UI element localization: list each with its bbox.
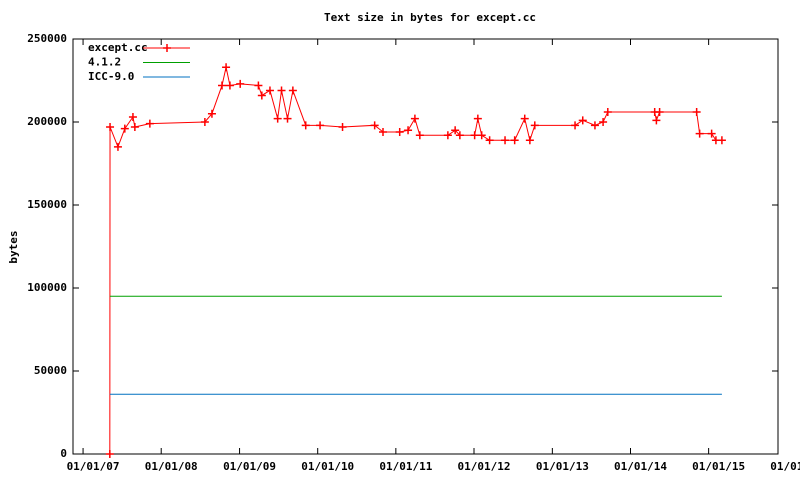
x-tick-label: 01/01/15 <box>692 460 745 473</box>
x-tick-label: 01/01/07 <box>67 460 120 473</box>
point-marker <box>525 136 534 145</box>
point-marker <box>128 113 137 122</box>
x-tick-label: 01/01/13 <box>536 460 589 473</box>
point-marker <box>717 136 726 145</box>
point-marker <box>395 127 404 136</box>
point-marker <box>257 91 266 100</box>
legend-marker <box>163 44 171 52</box>
point-marker <box>145 119 154 128</box>
x-tick-label: 01/01/11 <box>379 460 432 473</box>
point-marker <box>707 129 716 138</box>
point-marker <box>236 79 245 88</box>
point-marker <box>485 136 494 145</box>
x-tick-label: 01/01/08 <box>145 460 198 473</box>
point-marker <box>455 131 464 140</box>
point-marker <box>222 63 231 72</box>
point-marker <box>130 122 139 131</box>
point-marker <box>578 116 587 125</box>
point-marker <box>692 108 701 117</box>
point-marker <box>695 129 704 138</box>
point-marker <box>410 114 419 123</box>
point-marker <box>277 86 286 95</box>
point-marker <box>477 131 486 140</box>
point-marker <box>571 121 580 130</box>
point-marker <box>603 108 612 117</box>
point-marker <box>301 121 310 130</box>
point-marker <box>106 122 115 131</box>
series-line <box>109 67 722 455</box>
y-axis-label: bytes <box>7 230 20 263</box>
point-marker <box>443 131 452 140</box>
point-marker <box>316 121 325 130</box>
point-marker <box>520 114 529 123</box>
point-marker <box>655 108 664 117</box>
point-marker <box>404 126 413 135</box>
point-marker <box>200 118 209 126</box>
x-tick-label: 01/01/14 <box>614 460 667 473</box>
point-marker <box>273 114 282 123</box>
chart-title: Text size in bytes for except.cc <box>324 11 536 24</box>
point-marker <box>283 114 292 123</box>
point-marker <box>501 136 510 145</box>
point-marker <box>338 122 347 131</box>
y-tick-label: 0 <box>60 447 67 460</box>
point-marker <box>652 116 661 125</box>
x-tick-label: 01/01/16 <box>770 460 800 473</box>
point-marker <box>120 124 129 133</box>
legend-label: 4.1.2 <box>88 56 121 69</box>
point-marker <box>207 109 216 118</box>
point-marker <box>599 118 608 126</box>
point-marker <box>379 127 388 136</box>
y-tick-label: 200000 <box>27 115 67 128</box>
point-marker <box>254 81 263 90</box>
point-marker <box>265 86 274 95</box>
legend-label: ICC-9.0 <box>88 70 134 83</box>
point-marker <box>510 136 519 145</box>
point-marker <box>530 121 539 130</box>
point-marker <box>225 81 234 90</box>
x-tick-label: 01/01/10 <box>301 460 354 473</box>
point-marker <box>470 131 479 140</box>
x-tick-label: 01/01/09 <box>223 460 276 473</box>
point-marker <box>288 86 297 95</box>
legend-label: except.cc <box>88 41 148 54</box>
point-marker <box>218 81 227 90</box>
y-tick-label: 250000 <box>27 32 67 45</box>
y-tick-label: 50000 <box>34 364 67 377</box>
x-tick-label: 01/01/12 <box>457 460 510 473</box>
plot-frame <box>72 38 779 455</box>
point-marker <box>105 450 114 458</box>
point-marker <box>370 121 379 130</box>
y-tick-label: 100000 <box>27 281 67 294</box>
point-marker <box>590 121 599 130</box>
point-marker <box>415 131 424 140</box>
point-marker <box>113 142 122 151</box>
point-marker <box>451 126 460 135</box>
y-tick-label: 150000 <box>27 198 67 211</box>
point-marker <box>473 114 482 123</box>
